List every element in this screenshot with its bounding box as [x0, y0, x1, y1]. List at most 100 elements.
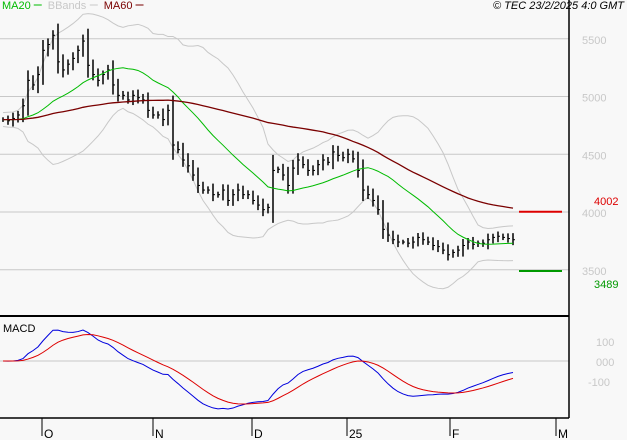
price-bar [482, 239, 485, 247]
copyright: © TEC 23/2/2025 4:0 GMT [493, 0, 625, 12]
price-bar [332, 145, 335, 170]
macd-tick-label: 000 [596, 357, 614, 369]
price-bar [287, 166, 290, 194]
x-tick-label: D [254, 427, 263, 440]
price-bar [227, 184, 230, 206]
price-bar [57, 23, 60, 74]
price-bar [207, 186, 210, 194]
price-bar [62, 54, 65, 78]
price-bar [262, 198, 265, 217]
price-bar [277, 166, 280, 174]
price-bar [327, 157, 330, 166]
price-bar [32, 75, 35, 91]
price-bar [172, 95, 175, 160]
price-bar [437, 240, 440, 253]
price-bar [92, 59, 95, 81]
macd-line [2, 329, 514, 410]
x-tick-label: F [452, 427, 459, 440]
price-bar [422, 232, 425, 245]
y-tick-label: 4000 [582, 208, 606, 220]
price-bar [27, 70, 30, 116]
price-bar [212, 183, 215, 202]
price-bar [352, 150, 355, 163]
price-bar [117, 78, 120, 102]
price-bar [87, 28, 90, 78]
price-bar [392, 230, 395, 245]
price-bar [367, 185, 370, 200]
price-bar [497, 231, 500, 243]
price-bar [502, 233, 505, 241]
legend-ma20: MA20 [2, 0, 31, 12]
price-bar [347, 148, 350, 164]
price-bar [362, 159, 365, 202]
price-bar [357, 151, 360, 178]
price-bar [42, 40, 45, 85]
price-bar [222, 184, 225, 201]
price-bar [407, 237, 410, 248]
legend: MA20 BBands MA60 [2, 0, 144, 12]
price-bar [317, 159, 320, 176]
price-bar [322, 154, 325, 171]
price-bar [252, 190, 255, 205]
price-bar [177, 141, 180, 154]
price-bar [52, 30, 55, 50]
y-tick-label: 4500 [582, 150, 606, 162]
x-tick-label: N [155, 427, 164, 440]
price-bar [507, 233, 510, 243]
price-bar [77, 45, 80, 64]
price-bar [442, 242, 445, 255]
price-bar [102, 70, 105, 85]
price-bar [72, 52, 75, 71]
price-bar [372, 188, 375, 207]
macd-signal-line [2, 333, 514, 405]
price-bar [162, 108, 165, 127]
level-label: 4002 [594, 196, 618, 208]
legend-bbands: BBands [48, 0, 87, 12]
price-bar [247, 190, 250, 200]
price-bar [232, 189, 235, 206]
level-label: 3489 [594, 279, 618, 291]
price-bar [217, 191, 220, 198]
bband-lower [2, 107, 514, 290]
price-bar [297, 153, 300, 175]
price-bar [157, 111, 160, 119]
price-bar [282, 163, 285, 181]
price-bar [432, 237, 435, 251]
price-bar [452, 249, 455, 258]
price-bar [462, 239, 465, 257]
macd-tick-label: 100 [596, 337, 614, 349]
price-bar [342, 151, 345, 162]
y-tick-label: 5000 [582, 93, 606, 105]
price-bar [132, 90, 135, 106]
price-bar [457, 245, 460, 257]
price-bar [82, 34, 85, 57]
ma20-line [2, 67, 514, 245]
price-bar [47, 38, 50, 57]
price-bar [412, 236, 415, 249]
price-bar [112, 60, 115, 95]
price-bar [147, 92, 150, 118]
x-tick-label: O [44, 427, 53, 440]
price-bar [197, 167, 200, 193]
price-bar [257, 195, 260, 211]
price-bar [37, 66, 40, 94]
price-bar [337, 145, 340, 162]
macd-title: MACD [3, 323, 35, 335]
price-bar [387, 222, 390, 242]
price-bar [312, 165, 315, 176]
price-bar [302, 156, 305, 169]
price-bar [152, 106, 155, 119]
y-tick-label: 5500 [582, 35, 606, 47]
price-bar [187, 153, 190, 173]
price-bar [427, 236, 430, 246]
y-tick-label: 3500 [582, 266, 606, 278]
macd-tick-label: -100 [588, 377, 610, 389]
price-bar [402, 239, 405, 245]
price-bar [67, 59, 70, 75]
x-tick-label: M [558, 427, 568, 440]
price-bar [17, 110, 20, 123]
price-bar [202, 181, 205, 194]
price-bar [142, 93, 145, 104]
price-bar [492, 233, 495, 244]
